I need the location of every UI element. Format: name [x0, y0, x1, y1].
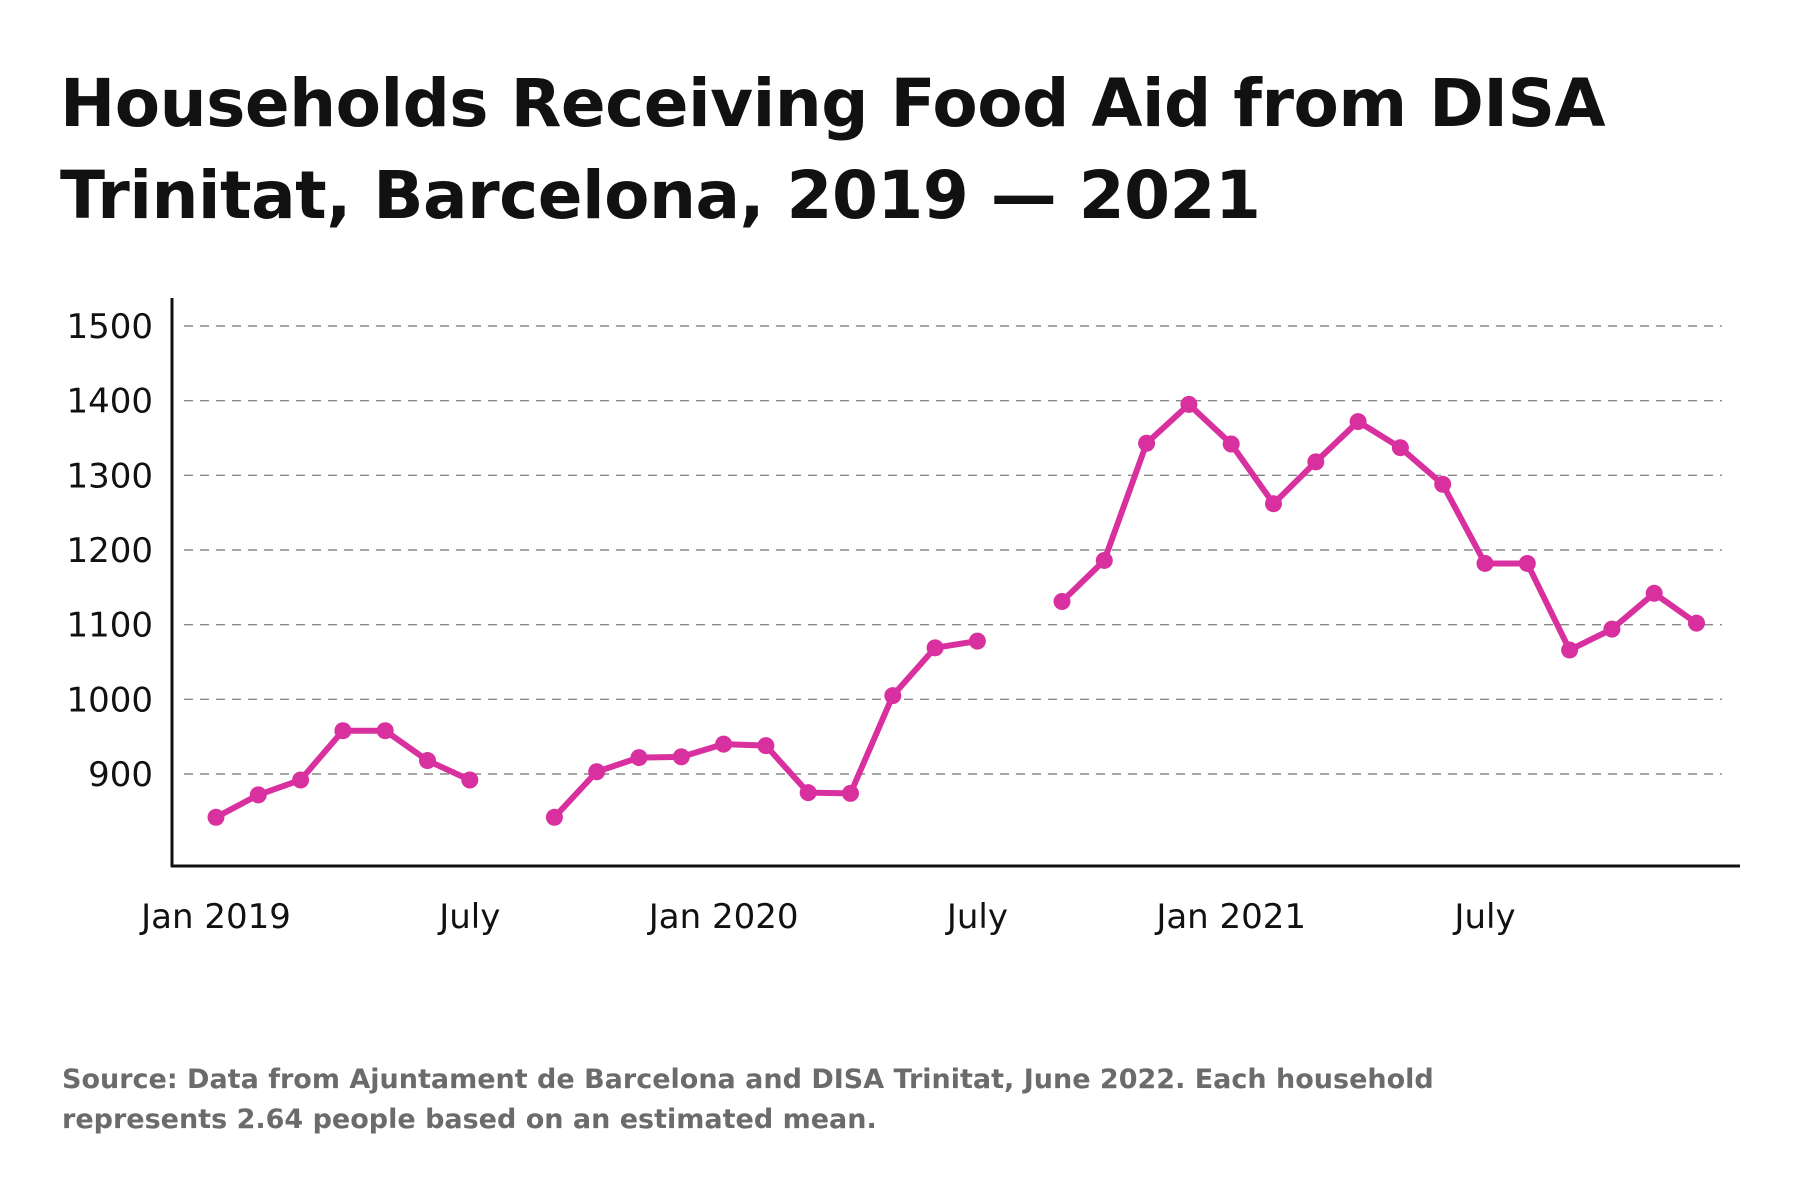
data-point	[1688, 614, 1705, 632]
data-point	[207, 808, 225, 826]
data-point	[1307, 453, 1325, 471]
data-point	[461, 771, 479, 789]
y-tick-labels: 900 1000 1100 1200 1300 1400 1500	[66, 307, 153, 795]
data-point	[799, 784, 817, 802]
y-tick-label: 1400	[66, 382, 153, 422]
data-point	[1265, 495, 1282, 513]
x-tick-label: July	[1452, 897, 1515, 937]
data-point	[419, 752, 436, 770]
data-point	[1645, 584, 1663, 602]
data-point	[1476, 554, 1494, 572]
data-point	[588, 763, 606, 781]
chart-title: Households Receiving Food Aid from DISA …	[60, 65, 1606, 234]
series-line-segment	[1059, 401, 1700, 654]
data-point	[630, 749, 648, 767]
series-lines	[213, 401, 1700, 821]
data-point	[1561, 641, 1579, 659]
y-tick-label: 1300	[66, 456, 153, 496]
gridlines	[184, 325, 1722, 775]
data-point	[1222, 435, 1240, 453]
data-point	[1518, 554, 1536, 572]
data-point	[1095, 551, 1113, 569]
y-tick-label: 1500	[66, 307, 153, 347]
data-point	[249, 786, 267, 804]
data-point	[715, 735, 733, 753]
data-point	[1349, 413, 1367, 431]
data-point	[292, 771, 310, 789]
y-tick-label: 1200	[66, 531, 153, 571]
y-tick-label: 900	[88, 755, 153, 795]
data-point	[1180, 395, 1198, 413]
y-tick-label: 1000	[66, 680, 153, 720]
data-point	[672, 748, 690, 766]
x-tick-label: Jan 2020	[647, 897, 799, 937]
x-tick-label: Jan 2021	[1154, 897, 1306, 937]
data-point	[842, 784, 859, 802]
data-point	[1138, 434, 1156, 452]
source-note: Source: Data from Ajuntament de Barcelon…	[62, 1064, 1434, 1135]
data-point	[1053, 593, 1071, 611]
data-point	[968, 632, 986, 650]
series-line-segment	[551, 638, 981, 821]
x-tick-label: July	[945, 897, 1008, 937]
x-tick-label: Jan 2019	[139, 897, 291, 937]
data-point	[545, 808, 563, 826]
data-point	[1434, 475, 1452, 493]
data-point	[1391, 439, 1409, 457]
data-point	[884, 687, 902, 705]
data-point	[1603, 620, 1621, 638]
data-point	[334, 722, 352, 740]
data-point	[376, 722, 394, 740]
data-point	[926, 639, 944, 657]
series-points	[207, 395, 1705, 826]
x-tick-labels: Jan 2019 July Jan 2020 July Jan 2021 July	[139, 897, 1515, 937]
x-tick-label: July	[437, 897, 500, 937]
y-tick-label: 1100	[66, 606, 153, 646]
data-point	[757, 737, 775, 755]
